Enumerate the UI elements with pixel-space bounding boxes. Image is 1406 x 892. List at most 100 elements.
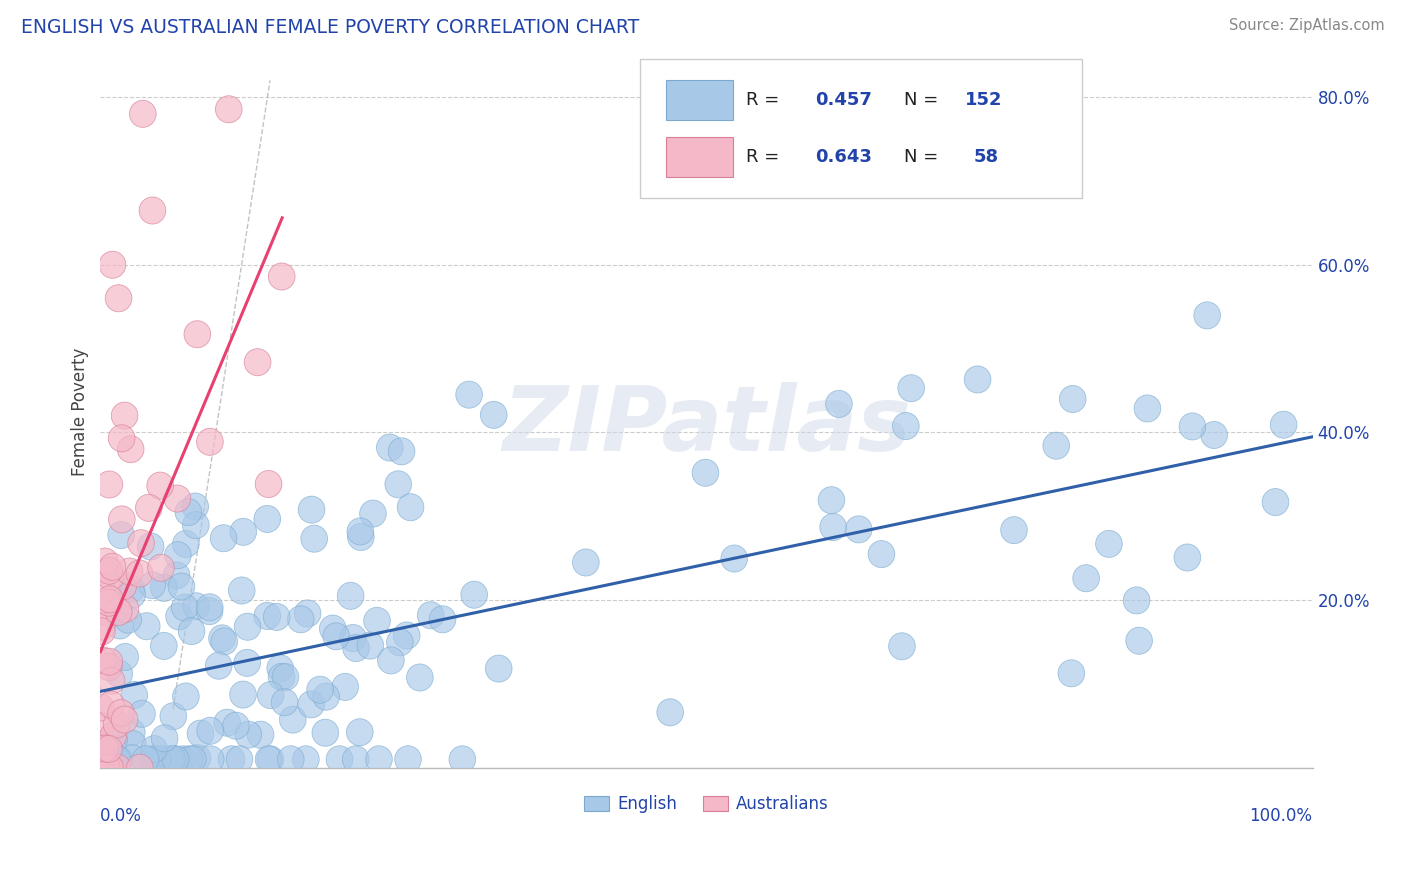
- Ellipse shape: [323, 623, 350, 650]
- Ellipse shape: [1095, 531, 1122, 558]
- Ellipse shape: [418, 602, 444, 629]
- Ellipse shape: [181, 493, 208, 520]
- Ellipse shape: [100, 553, 125, 581]
- Ellipse shape: [326, 746, 353, 772]
- Ellipse shape: [332, 673, 359, 700]
- Ellipse shape: [156, 746, 183, 772]
- Ellipse shape: [143, 746, 170, 772]
- Ellipse shape: [184, 745, 211, 772]
- Ellipse shape: [176, 746, 202, 772]
- Ellipse shape: [1180, 413, 1206, 440]
- Ellipse shape: [93, 754, 120, 781]
- Ellipse shape: [87, 713, 114, 739]
- Ellipse shape: [898, 375, 925, 401]
- Ellipse shape: [162, 746, 188, 772]
- Ellipse shape: [105, 660, 132, 688]
- Ellipse shape: [387, 629, 413, 656]
- Ellipse shape: [347, 524, 374, 550]
- Ellipse shape: [398, 493, 423, 521]
- Ellipse shape: [108, 699, 135, 727]
- Ellipse shape: [254, 602, 281, 630]
- Ellipse shape: [197, 428, 224, 455]
- FancyBboxPatch shape: [666, 80, 733, 120]
- Ellipse shape: [98, 746, 125, 772]
- Ellipse shape: [214, 709, 240, 736]
- Ellipse shape: [657, 698, 683, 726]
- Ellipse shape: [141, 736, 167, 763]
- Ellipse shape: [108, 506, 135, 533]
- Ellipse shape: [235, 613, 262, 640]
- Ellipse shape: [96, 654, 122, 681]
- Ellipse shape: [97, 586, 124, 613]
- Text: 0.0%: 0.0%: [100, 807, 142, 825]
- Ellipse shape: [110, 573, 136, 599]
- Legend: English, Australians: English, Australians: [578, 789, 835, 820]
- Ellipse shape: [1073, 565, 1099, 591]
- Ellipse shape: [146, 472, 173, 500]
- Ellipse shape: [825, 391, 852, 417]
- Ellipse shape: [101, 726, 128, 753]
- Ellipse shape: [394, 622, 420, 649]
- Ellipse shape: [254, 506, 281, 533]
- Ellipse shape: [893, 412, 920, 440]
- Ellipse shape: [120, 582, 145, 608]
- Ellipse shape: [87, 754, 114, 781]
- Ellipse shape: [139, 197, 166, 224]
- Text: 58: 58: [973, 148, 998, 166]
- Ellipse shape: [98, 691, 125, 718]
- Ellipse shape: [1126, 627, 1153, 654]
- Ellipse shape: [343, 634, 370, 662]
- Ellipse shape: [337, 582, 364, 609]
- Ellipse shape: [312, 719, 339, 747]
- Y-axis label: Female Poverty: Female Poverty: [72, 347, 89, 475]
- Ellipse shape: [233, 649, 260, 676]
- Ellipse shape: [127, 754, 153, 781]
- Ellipse shape: [173, 683, 200, 710]
- Ellipse shape: [170, 746, 197, 772]
- Ellipse shape: [100, 723, 127, 749]
- Ellipse shape: [90, 648, 117, 674]
- Ellipse shape: [183, 511, 209, 539]
- Ellipse shape: [298, 691, 325, 718]
- Ellipse shape: [277, 746, 304, 772]
- Ellipse shape: [96, 735, 122, 763]
- Ellipse shape: [218, 746, 245, 772]
- Ellipse shape: [135, 494, 162, 521]
- Ellipse shape: [231, 518, 256, 545]
- Ellipse shape: [159, 746, 186, 772]
- Ellipse shape: [245, 349, 271, 376]
- Ellipse shape: [96, 471, 122, 498]
- Ellipse shape: [100, 252, 125, 278]
- Ellipse shape: [108, 425, 135, 452]
- Text: 152: 152: [965, 91, 1002, 109]
- Ellipse shape: [818, 487, 845, 514]
- Ellipse shape: [107, 612, 134, 639]
- Ellipse shape: [165, 485, 191, 512]
- Ellipse shape: [150, 574, 177, 601]
- Ellipse shape: [98, 754, 125, 781]
- Ellipse shape: [820, 514, 846, 541]
- Ellipse shape: [180, 746, 207, 772]
- Ellipse shape: [197, 598, 222, 624]
- Ellipse shape: [211, 524, 238, 552]
- Ellipse shape: [197, 717, 224, 744]
- Ellipse shape: [97, 754, 124, 781]
- Ellipse shape: [572, 549, 599, 576]
- Ellipse shape: [314, 683, 339, 710]
- Ellipse shape: [150, 746, 177, 772]
- Ellipse shape: [357, 632, 384, 659]
- Ellipse shape: [141, 746, 167, 772]
- Ellipse shape: [364, 607, 391, 634]
- Ellipse shape: [868, 541, 894, 567]
- Ellipse shape: [287, 606, 314, 632]
- Ellipse shape: [481, 401, 508, 428]
- Ellipse shape: [104, 746, 131, 772]
- Ellipse shape: [271, 689, 298, 715]
- Ellipse shape: [1270, 411, 1296, 438]
- Ellipse shape: [319, 615, 346, 642]
- Ellipse shape: [107, 746, 134, 772]
- Ellipse shape: [1059, 660, 1084, 687]
- Ellipse shape: [247, 721, 274, 748]
- Ellipse shape: [183, 592, 209, 620]
- Ellipse shape: [127, 560, 153, 587]
